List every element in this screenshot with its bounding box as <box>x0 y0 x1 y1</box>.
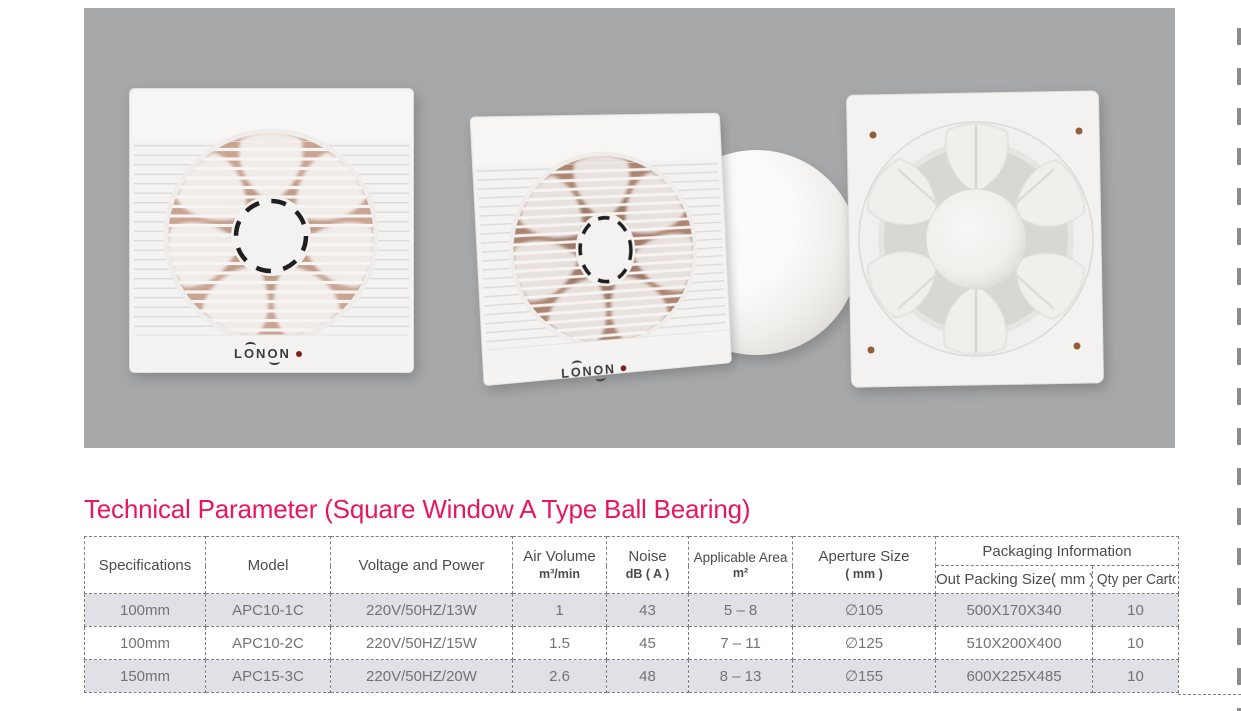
table-row: 100mm APC10-2C 220V/50HZ/15W 1.5 45 7 – … <box>84 626 1180 660</box>
col-header-qty-per-carton: Qty per Carton/pcs <box>1095 565 1176 594</box>
col-header-specifications: Specifications <box>84 536 206 594</box>
cell-qty: 10 <box>1091 659 1180 693</box>
cell-noise: 45 <box>606 626 689 660</box>
fan-front-view-image: LONON <box>129 88 414 373</box>
cell-model: APC10-1C <box>205 593 331 627</box>
cell-aperture: ∅155 <box>792 659 936 693</box>
cell-model: APC15-3C <box>205 659 331 693</box>
cell-model: APC10-2C <box>205 626 331 660</box>
fan-rear-plate <box>846 90 1104 388</box>
logo-red-dot-icon <box>295 350 302 357</box>
cell-area: 7 – 11 <box>688 626 793 660</box>
lonon-logo-text: LONON <box>234 342 291 365</box>
fan-front-panel <box>129 88 414 373</box>
screw-icon <box>1075 127 1083 135</box>
technical-parameter-table: Specifications Model Voltage and Power A… <box>84 536 1180 693</box>
logo-red-dot-icon <box>620 364 627 371</box>
col-header-out-packing-size: Out Packing Size( mm ) <box>935 565 1093 594</box>
col-header-air-volume: Air Volume m³/min <box>512 536 607 594</box>
product-banner: LONON <box>84 8 1175 448</box>
cell-spec: 100mm <box>84 626 206 660</box>
cell-voltage: 220V/50HZ/20W <box>330 659 513 693</box>
page-edge-dashed-line <box>1237 28 1241 711</box>
screw-icon <box>869 131 877 139</box>
cell-qty: 10 <box>1091 593 1180 627</box>
screw-icon <box>867 346 875 354</box>
fan-angled-view-image: LONON <box>476 92 859 402</box>
cell-voltage: 220V/50HZ/15W <box>330 626 513 660</box>
cell-aperture: ∅105 <box>792 593 936 627</box>
screw-icon <box>1073 342 1081 350</box>
col-header-packaging: Packaging Information <box>934 536 1180 566</box>
table-bottom-border-extension <box>1178 694 1241 695</box>
hub-dashed-ring <box>233 198 309 274</box>
col-header-applicable-area: Applicable Area m² <box>688 536 793 594</box>
cell-aperture: ∅125 <box>792 626 936 660</box>
col-header-aperture-size: Aperture Size ( mm ) <box>792 536 936 594</box>
cell-packing: 510X200X400 <box>935 626 1093 660</box>
section-title: Technical Parameter (Square Window A Typ… <box>84 494 751 524</box>
col-header-model: Model <box>205 536 331 594</box>
table-row: 100mm APC10-1C 220V/50HZ/13W 1 43 5 – 8 … <box>84 593 1180 627</box>
cell-spec: 100mm <box>84 593 206 627</box>
cell-packing: 600X225X485 <box>935 659 1093 693</box>
cell-area: 8 – 13 <box>688 659 793 693</box>
cell-voltage: 220V/50HZ/13W <box>330 593 513 627</box>
cell-qty: 10 <box>1091 626 1180 660</box>
lonon-logo: LONON <box>234 342 302 365</box>
cell-spec: 150mm <box>84 659 206 693</box>
col-header-voltage: Voltage and Power <box>330 536 513 594</box>
table-row: 150mm APC15-3C 220V/50HZ/20W 2.6 48 8 – … <box>84 659 1180 693</box>
cell-air: 1 <box>512 593 607 627</box>
cell-air: 1.5 <box>512 626 607 660</box>
fan-rear-view-image <box>841 87 1111 392</box>
cell-packing: 500X170X340 <box>935 593 1093 627</box>
cell-area: 5 – 8 <box>688 593 793 627</box>
cell-noise: 43 <box>606 593 689 627</box>
col-header-noise: Noise dB ( A ) <box>606 536 689 594</box>
fan-angled-panel <box>469 100 733 399</box>
cell-noise: 48 <box>606 659 689 693</box>
cell-air: 2.6 <box>512 659 607 693</box>
